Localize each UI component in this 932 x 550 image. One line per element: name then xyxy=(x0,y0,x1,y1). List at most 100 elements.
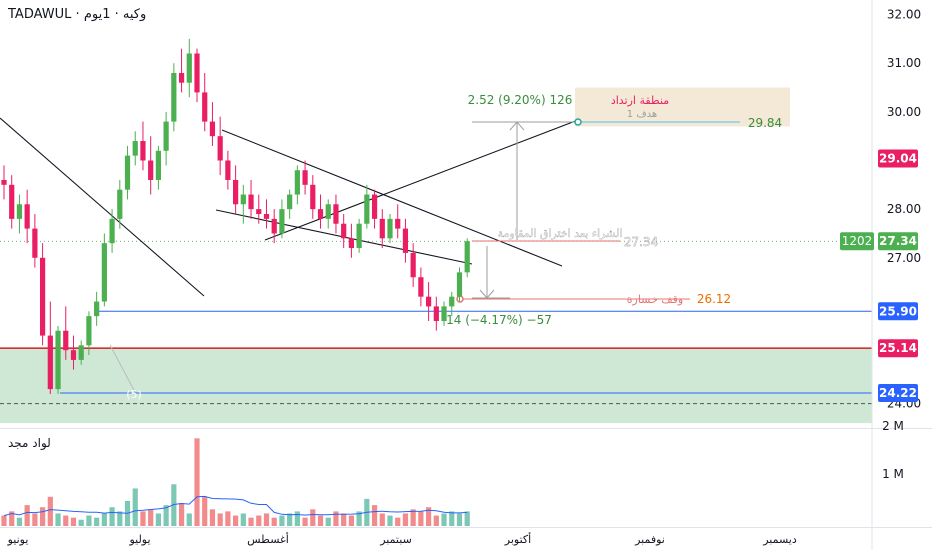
candle-body-14 xyxy=(109,218,115,244)
volume-bar-34 xyxy=(263,513,270,526)
price-label-3: 24.22 xyxy=(879,386,917,400)
candle-body-9 xyxy=(70,350,77,360)
candle-43 xyxy=(333,194,339,234)
volume-bar-20 xyxy=(155,513,161,526)
volume-bar-55 xyxy=(426,507,432,526)
volume-tick-1: 1 M xyxy=(882,467,904,481)
candle-body-33 xyxy=(256,209,262,214)
candle-39 xyxy=(302,160,308,195)
volume-bar-46 xyxy=(356,511,362,526)
candle-body-30 xyxy=(233,179,239,205)
volume-bar-56 xyxy=(433,515,439,526)
volume-ma-line xyxy=(3,495,468,517)
candle-body-56 xyxy=(433,306,439,321)
volume-bar-25 xyxy=(194,438,200,526)
y-tick-2: 30.00 xyxy=(887,105,921,119)
volume-bar-53 xyxy=(410,509,416,526)
candle-body-36 xyxy=(279,209,285,234)
candle-36 xyxy=(279,199,285,239)
candle-3 xyxy=(24,189,30,244)
candle-body-3 xyxy=(24,204,30,229)
candle-30 xyxy=(233,165,239,214)
candle-body-10 xyxy=(78,345,84,360)
candle-7 xyxy=(55,325,61,394)
candle-body-43 xyxy=(333,204,339,224)
candle-13 xyxy=(101,233,107,307)
volume-bar-60 xyxy=(464,511,470,526)
candle-17 xyxy=(132,131,138,166)
candle-body-34 xyxy=(263,214,270,219)
stop-point xyxy=(456,295,464,303)
candle-body-23 xyxy=(178,72,185,83)
volume-bar-44 xyxy=(341,513,347,526)
target-zone-subtitle: هدف 1 xyxy=(627,109,657,120)
volume-bar-19 xyxy=(148,509,154,526)
volume-bar-48 xyxy=(371,505,378,526)
x-label-0: يونيو xyxy=(7,533,29,546)
candle-body-0 xyxy=(1,179,7,185)
volume-bar-23 xyxy=(178,503,185,526)
candle-34 xyxy=(263,199,270,229)
volume-bar-11 xyxy=(86,515,92,526)
candle-body-8 xyxy=(63,330,69,351)
target-measure-text: 2.52 (9.20%) 126 xyxy=(468,93,573,107)
price-label-bg-3 xyxy=(878,383,918,402)
candle-body-2 xyxy=(16,204,23,219)
candle-25 xyxy=(194,48,200,103)
candle-38 xyxy=(294,165,300,205)
candle-body-54 xyxy=(418,277,424,297)
volume-bar-49 xyxy=(379,513,385,526)
candle-1 xyxy=(9,175,15,229)
price-label-1: 25.90 xyxy=(879,304,917,318)
candle-body-57 xyxy=(441,306,447,321)
candle-body-48 xyxy=(371,194,378,219)
candle-42 xyxy=(325,199,331,229)
candle-body-42 xyxy=(325,204,331,219)
y-tick-3: 28.00 xyxy=(887,202,921,216)
volume-pane-label: لواد مجد xyxy=(8,436,51,451)
candle-5 xyxy=(40,243,46,346)
candle-50 xyxy=(387,214,393,244)
volume-bar-26 xyxy=(202,496,208,526)
volume-bar-59 xyxy=(456,513,463,526)
candle-57 xyxy=(441,301,447,326)
candle-body-11 xyxy=(86,316,92,346)
volume-bar-52 xyxy=(402,513,409,526)
candle-body-37 xyxy=(287,194,293,210)
candle-body-52 xyxy=(402,228,409,253)
candle-body-60 xyxy=(464,241,470,273)
volume-bar-0 xyxy=(1,515,7,526)
candle-body-16 xyxy=(124,155,131,190)
volume-bar-54 xyxy=(418,511,424,526)
volume-bar-15 xyxy=(117,511,123,526)
y-tick-0: 32.00 xyxy=(887,8,921,22)
candle-59 xyxy=(456,267,463,302)
stop-measure-text: 14 (−4.17%) −57 xyxy=(446,313,552,327)
candle-60 xyxy=(464,238,470,278)
candle-body-58 xyxy=(449,296,455,307)
volume-bar-35 xyxy=(271,517,277,526)
volume-bar-51 xyxy=(395,517,401,526)
candle-body-46 xyxy=(356,223,362,249)
candle-12 xyxy=(94,291,100,326)
y-tick-4: 27.00 xyxy=(887,251,921,265)
volume-bar-3 xyxy=(24,505,30,526)
trend-line-0 xyxy=(0,117,205,297)
candle-16 xyxy=(124,145,131,200)
volume-bar-18 xyxy=(140,511,146,526)
candle-2 xyxy=(16,194,23,234)
candle-body-18 xyxy=(140,141,146,161)
volume-bar-36 xyxy=(279,515,285,526)
candle-body-45 xyxy=(348,238,354,249)
candle-body-59 xyxy=(456,272,463,297)
volume-bar-8 xyxy=(63,515,69,526)
volume-bar-1 xyxy=(9,511,15,526)
support-zone xyxy=(0,348,872,424)
volume-tick-0: 2 M xyxy=(882,419,904,433)
candle-0 xyxy=(1,165,7,200)
candle-body-6 xyxy=(47,335,53,390)
volume-bar-17 xyxy=(132,488,138,526)
